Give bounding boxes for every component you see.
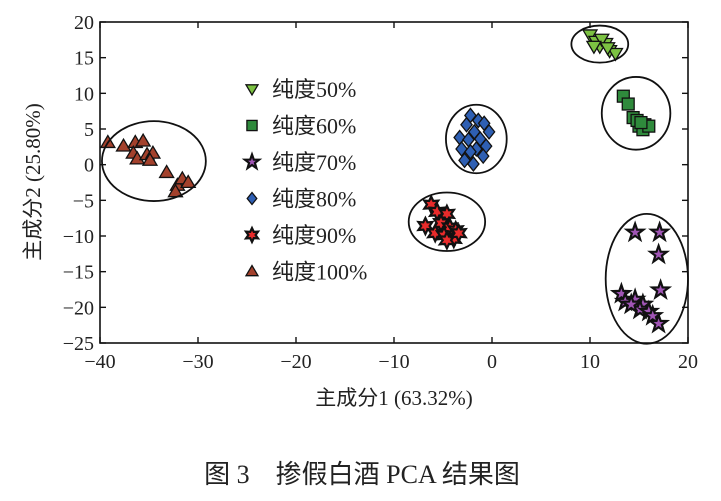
legend-item: 纯度100% xyxy=(244,260,367,285)
data-point xyxy=(585,40,603,55)
y-tick-label: −15 xyxy=(63,262,94,284)
data-point xyxy=(593,33,610,48)
x-tick-label: 10 xyxy=(580,351,600,373)
legend-marker xyxy=(246,119,258,132)
data-point xyxy=(158,164,175,179)
y-tick-label: 5 xyxy=(84,119,94,141)
legend-marker xyxy=(243,225,261,245)
y-tick-label: 20 xyxy=(74,12,94,34)
series-5 xyxy=(99,120,207,202)
legend-marker xyxy=(244,264,260,277)
legend-label: 纯度60% xyxy=(272,114,356,139)
legend-label: 纯度50% xyxy=(272,77,356,102)
x-tick-label: −10 xyxy=(378,351,409,373)
data-point xyxy=(134,132,152,147)
data-point xyxy=(647,311,671,334)
data-point xyxy=(647,242,671,265)
data-point xyxy=(621,97,635,111)
data-point xyxy=(648,220,672,243)
y-tick-label: 15 xyxy=(74,48,94,70)
data-point xyxy=(455,140,469,158)
data-point xyxy=(453,129,467,146)
y-tick-label: 10 xyxy=(74,83,94,105)
legend-label: 纯度100% xyxy=(272,260,367,285)
legend-item: 纯度70% xyxy=(241,150,356,175)
data-point xyxy=(180,174,197,189)
y-axis-label: 主成分2 (25.80%) xyxy=(21,103,45,260)
y-tick-label: −25 xyxy=(63,333,94,355)
series-3 xyxy=(445,103,508,175)
legend-label: 纯度70% xyxy=(272,150,356,175)
data-point xyxy=(460,116,473,133)
legend-item: 纯度90% xyxy=(243,223,356,248)
legend-item: 纯度80% xyxy=(246,187,356,212)
cluster-ellipse xyxy=(407,191,487,252)
x-tick-label: 20 xyxy=(678,351,698,373)
data-point xyxy=(464,143,477,160)
y-tick-label: −10 xyxy=(63,226,94,248)
legend-marker xyxy=(246,191,258,206)
cluster-ellipse xyxy=(445,103,508,175)
cluster-ellipse xyxy=(600,76,672,151)
data-point xyxy=(649,278,673,301)
data-point xyxy=(607,47,624,62)
x-tick-label: 0 xyxy=(487,351,497,373)
data-point xyxy=(473,130,487,148)
figure-caption: 图 3 掺假白酒 PCA 结果图 xyxy=(204,460,520,489)
y-tick-label: −20 xyxy=(63,297,94,319)
legend-marker xyxy=(241,151,263,171)
data-point xyxy=(623,220,647,243)
data-point xyxy=(449,222,468,244)
series-0 xyxy=(570,24,630,64)
x-axis-label: 主成分1 (63.32%) xyxy=(315,386,472,410)
cluster-ellipse xyxy=(570,24,630,64)
x-tick-label: −40 xyxy=(84,351,115,373)
plot-marks xyxy=(99,24,689,345)
legend-marker xyxy=(244,84,260,97)
series-1 xyxy=(600,76,672,151)
series-4 xyxy=(407,191,487,252)
legend-label: 纯度80% xyxy=(272,187,356,212)
data-point xyxy=(466,155,480,172)
series-2 xyxy=(604,212,689,345)
data-point xyxy=(599,42,616,56)
cluster-ellipse xyxy=(101,120,207,202)
legend-item: 纯度50% xyxy=(244,77,356,102)
data-point xyxy=(619,292,643,315)
x-tick-label: −20 xyxy=(280,351,311,373)
data-point xyxy=(141,152,159,166)
legend: 纯度50% 纯度60% 纯度70% 纯度80% 纯度90% 纯度100% xyxy=(241,77,367,285)
data-point xyxy=(416,215,435,237)
data-point xyxy=(609,281,633,304)
data-point xyxy=(482,123,496,140)
axis-ticks: −40 −30 −20 −10 0 10 20 20 15 10 5 0 −5 −10 −15 −20 −25 xyxy=(63,12,698,373)
data-point xyxy=(115,137,132,152)
y-tick-label: 0 xyxy=(84,155,94,177)
legend-item: 纯度60% xyxy=(246,114,356,139)
x-tick-label: −30 xyxy=(182,351,213,373)
y-tick-label: −5 xyxy=(73,190,94,212)
data-point xyxy=(476,148,490,165)
legend-label: 纯度90% xyxy=(272,223,356,248)
data-point xyxy=(634,115,648,130)
